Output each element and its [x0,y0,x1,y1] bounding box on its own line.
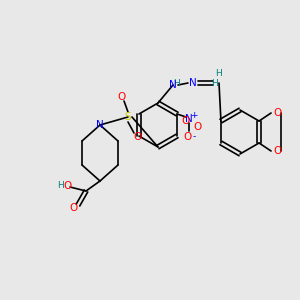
Text: O: O [273,146,281,156]
Text: +: + [190,110,198,119]
Text: O: O [133,132,141,142]
Text: N: N [189,78,197,88]
Text: O: O [117,92,125,102]
Text: O: O [273,108,281,118]
Text: O: O [181,116,189,126]
Text: O: O [64,181,72,191]
Text: N: N [185,114,193,124]
Text: O: O [70,203,78,213]
Text: -: - [192,133,196,142]
Text: H: H [216,68,222,77]
Text: O: O [193,122,201,132]
Text: O: O [183,132,191,142]
Text: H: H [212,79,218,88]
Text: S: S [125,112,131,122]
Text: H: H [174,79,180,88]
Text: N: N [96,120,104,130]
Text: H: H [58,182,64,190]
Text: N: N [169,80,177,90]
